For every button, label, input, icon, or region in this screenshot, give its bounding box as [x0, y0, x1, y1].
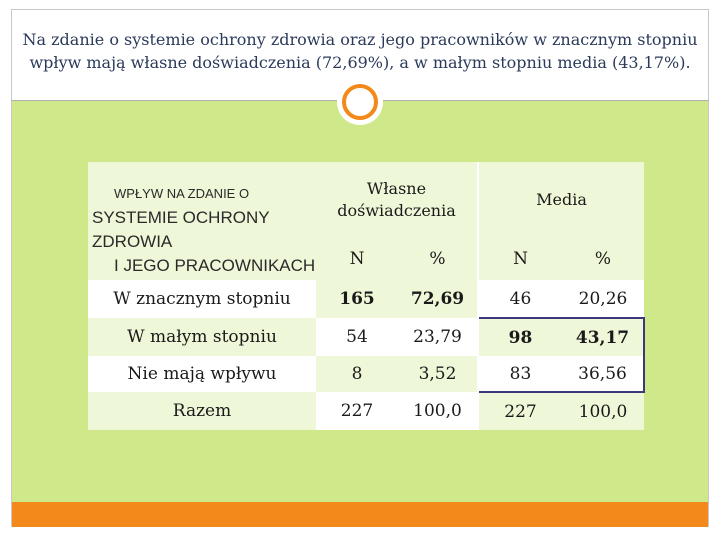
- table-cell: 46: [478, 280, 562, 318]
- table-row: W małym stopniu 54 23,79 98 43,17: [88, 317, 645, 356]
- title-line-2: wpływ mają własne doświadczenia (72,69%)…: [29, 53, 691, 72]
- table-cell: 20,26: [562, 280, 644, 318]
- table-cell: 23,79: [398, 318, 479, 356]
- row-label: Nie mają wpływu: [88, 356, 316, 392]
- slide-title: Na zdanie o systemie ochrony zdrowia ora…: [11, 28, 709, 74]
- table-cell: 83: [477, 356, 562, 393]
- footer-bar: [12, 502, 708, 527]
- group-header-media: Media: [478, 162, 644, 238]
- row-label: W znacznym stopniu: [88, 280, 316, 318]
- table-cell: 98: [477, 317, 562, 356]
- title-line-1: Na zdanie o systemie ochrony zdrowia ora…: [22, 30, 698, 49]
- table-cell: 36,56: [562, 356, 645, 393]
- group-header-experience: Własne doświadczenia: [316, 162, 479, 238]
- row-header-cell: WPŁYW NA ZDANIE O SYSTEMIE OCHRONY ZDROW…: [88, 162, 316, 280]
- table-cell: 43,17: [562, 317, 645, 356]
- sub-header-pct-2: %: [562, 238, 644, 280]
- row-label: Razem: [88, 392, 316, 430]
- table-row: Razem 227 100,0 227 100,0: [88, 392, 644, 430]
- sub-header-n-2: N: [478, 238, 562, 280]
- table-row: W znacznym stopniu 165 72,69 46 20,26: [88, 280, 644, 318]
- row-header-line-1: WPŁYW NA ZDANIE O: [114, 186, 250, 201]
- row-label: W małym stopniu: [88, 318, 316, 356]
- table-cell: 100,0: [398, 392, 479, 430]
- table-cell: 100,0: [562, 392, 644, 430]
- table-cell: 227: [316, 392, 398, 430]
- table-cell: 54: [316, 318, 398, 356]
- sub-header-n-1: N: [316, 238, 398, 280]
- table-cell: 3,52: [398, 356, 479, 392]
- row-header-line-3: I JEGO PRACOWNIKACH: [114, 256, 316, 275]
- table-cell: 72,69: [398, 280, 479, 318]
- divider-circle-ornament: [337, 79, 383, 125]
- sub-header-pct-1: %: [398, 238, 479, 280]
- ring-icon: [342, 84, 378, 120]
- table-cell: 227: [478, 392, 562, 430]
- table-row: Nie mają wpływu 8 3,52 83 36,56: [88, 356, 645, 393]
- results-table: WPŁYW NA ZDANIE O SYSTEMIE OCHRONY ZDROW…: [88, 162, 645, 430]
- row-header-line-2: SYSTEMIE OCHRONY ZDROWIA: [92, 208, 270, 251]
- table-cell: 8: [316, 356, 398, 392]
- table-cell: 165: [316, 280, 398, 318]
